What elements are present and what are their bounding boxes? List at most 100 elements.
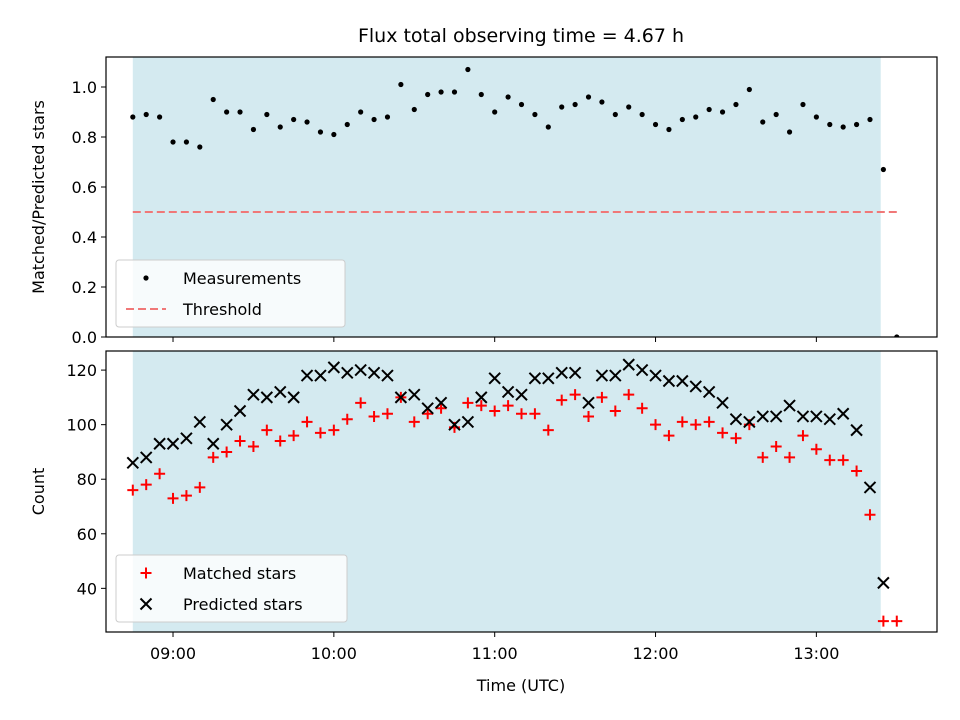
measurementspoint bbox=[532, 111, 538, 118]
measurementspoint bbox=[465, 66, 471, 73]
predicted-starspoint bbox=[354, 363, 367, 377]
matched-starspoint bbox=[274, 435, 286, 447]
matched-starspoint bbox=[877, 615, 889, 627]
predicted-starspoint bbox=[327, 361, 341, 374]
measurementspoint bbox=[170, 139, 176, 145]
measurementspoint bbox=[277, 124, 283, 130]
predicted-starspoint bbox=[810, 410, 823, 423]
measurementspoint bbox=[827, 121, 833, 128]
matched-starspoint bbox=[261, 424, 273, 436]
measurementspoint bbox=[438, 89, 444, 95]
predicted-starspoint bbox=[247, 388, 260, 401]
matched-starspoint bbox=[757, 451, 769, 463]
measurementspoint bbox=[344, 121, 350, 128]
measurementspoint bbox=[773, 111, 779, 118]
matched-starspoint bbox=[234, 435, 246, 447]
matched-starspoint bbox=[851, 465, 863, 477]
measurementspoint bbox=[639, 111, 645, 118]
predicted-starspoint bbox=[140, 451, 153, 464]
matched-starspoint bbox=[435, 402, 447, 414]
predicted-starspoint bbox=[850, 423, 863, 437]
predicted-starspoint bbox=[220, 418, 233, 431]
matched-starspoint bbox=[703, 416, 715, 428]
predicted-starspoint bbox=[153, 437, 166, 450]
predicted-starspoint bbox=[756, 410, 769, 423]
predicted-starspoint bbox=[743, 415, 756, 429]
matched-starspoint bbox=[207, 451, 219, 463]
matched-starspoint bbox=[583, 410, 595, 422]
x-tick-label: 11:00 bbox=[472, 644, 518, 663]
matched-starspoint bbox=[314, 427, 326, 439]
y-axis-label: Count bbox=[29, 468, 48, 516]
measurementspoint bbox=[492, 109, 498, 115]
measurementspoint bbox=[398, 81, 404, 88]
predicted-starspoint bbox=[635, 363, 649, 377]
matched-starspoint bbox=[288, 430, 300, 442]
predicted-starspoint bbox=[622, 358, 635, 371]
measurementspoint bbox=[425, 91, 431, 98]
predicted-starspoint bbox=[501, 385, 515, 399]
measurementspoint bbox=[250, 126, 257, 133]
measurementspoint bbox=[800, 101, 806, 108]
x-tick-label: 13:00 bbox=[793, 644, 839, 663]
measurementspoint bbox=[183, 139, 190, 145]
matched-starspoint bbox=[154, 468, 166, 480]
legend-label: Measurements bbox=[183, 269, 301, 288]
predicted-starspoint bbox=[823, 412, 836, 426]
matched-starspoint bbox=[676, 416, 688, 428]
predicted-starspoint bbox=[300, 369, 314, 382]
predicted-starspoint bbox=[408, 388, 421, 401]
matched-starspoint bbox=[623, 389, 635, 401]
predicted-starspoint bbox=[609, 369, 622, 382]
matched-starspoint bbox=[180, 490, 192, 502]
matched-starspoint bbox=[422, 408, 434, 420]
measurementspoint bbox=[760, 119, 766, 125]
chart-title: Flux total observing time = 4.67 h bbox=[358, 25, 684, 47]
predicted-starspoint bbox=[434, 396, 448, 410]
matched-starspoint bbox=[770, 440, 782, 452]
measurementspoint bbox=[666, 126, 672, 133]
measurementspoint bbox=[612, 111, 618, 118]
matched-starspoint bbox=[301, 416, 313, 428]
measurementspoint bbox=[291, 116, 297, 123]
predicted-starspoint bbox=[528, 372, 542, 385]
matched-starspoint bbox=[784, 451, 796, 463]
matched-starspoint bbox=[127, 484, 139, 496]
matched-starspoint bbox=[690, 419, 702, 431]
measurementspoint bbox=[840, 124, 846, 130]
predicted-starspoint bbox=[877, 576, 890, 590]
measurementspoint bbox=[559, 104, 565, 110]
matched-starspoint bbox=[475, 400, 487, 412]
matched-starspoint bbox=[368, 410, 380, 422]
predicted-starspoint bbox=[676, 374, 689, 388]
axes-frame bbox=[105, 56, 938, 338]
predicted-starspoint bbox=[689, 380, 702, 393]
measurementspoint bbox=[130, 114, 136, 120]
matched-starspoint bbox=[221, 446, 233, 458]
matched-starspoint bbox=[462, 397, 474, 409]
measurementspoint bbox=[411, 106, 417, 113]
matched-starspoint bbox=[797, 430, 809, 442]
matched-starspoint bbox=[891, 615, 903, 627]
y-tick-label: 120 bbox=[66, 361, 97, 380]
legend-label: Predicted stars bbox=[183, 595, 303, 614]
measurementspoint bbox=[679, 116, 685, 123]
predicted-starspoint bbox=[796, 410, 810, 423]
predicted-starspoint bbox=[863, 481, 877, 494]
legend-box bbox=[115, 554, 348, 623]
predicted-starspoint bbox=[475, 391, 488, 404]
predicted-starspoint bbox=[542, 372, 555, 385]
measurementspoint bbox=[371, 116, 377, 123]
matched-starspoint bbox=[247, 440, 259, 452]
measurementspoint bbox=[585, 94, 592, 100]
matched-starspoint bbox=[489, 405, 501, 417]
matched-starspoint bbox=[596, 391, 608, 403]
y-tick-label: 40 bbox=[77, 579, 97, 598]
predicted-starspoint bbox=[207, 437, 220, 450]
data-points bbox=[130, 66, 900, 337]
matched-starspoint bbox=[355, 397, 367, 409]
matched-starspoint bbox=[381, 408, 393, 420]
measurementspoint bbox=[813, 114, 819, 120]
measurementspoint bbox=[505, 94, 511, 100]
predicted-starspoint bbox=[555, 366, 568, 380]
